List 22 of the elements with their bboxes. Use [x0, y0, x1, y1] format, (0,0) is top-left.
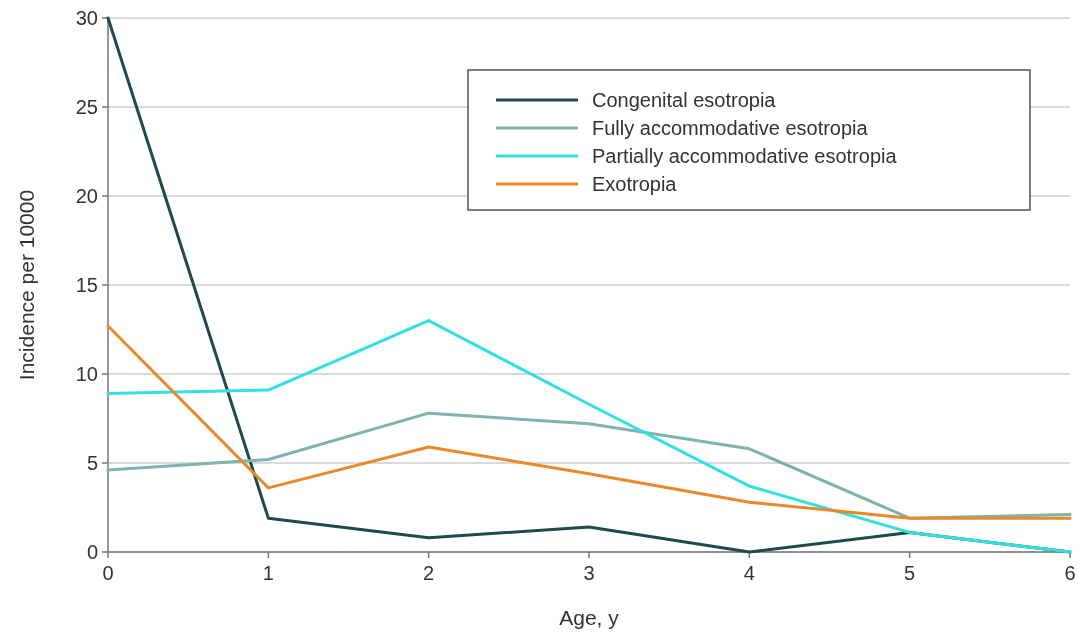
x-tick-label: 0: [102, 562, 114, 584]
x-tick-label: 2: [423, 562, 435, 584]
y-tick-label: 15: [75, 274, 98, 296]
y-tick-label: 0: [86, 541, 98, 563]
line-series: [106, 324, 1072, 520]
y-tick-label: 30: [75, 7, 98, 29]
y-axis-title: Incidence per 10000: [15, 189, 38, 381]
legend-label: Congenital esotropia: [592, 89, 777, 111]
y-tick-label: 20: [75, 185, 98, 207]
y-tick-label: 25: [75, 96, 98, 118]
legend-label: Fully accommodative esotropia: [592, 117, 869, 139]
x-tick-label: 4: [743, 562, 755, 584]
x-axis-title: Age, y: [559, 606, 620, 629]
line-series: [106, 411, 1072, 520]
y-tick-label: 10: [75, 363, 98, 385]
x-tick-label: 3: [583, 562, 595, 584]
y-tick-label: 5: [86, 452, 98, 474]
x-tick-label: 1: [262, 562, 274, 584]
legend-label: Exotropia: [592, 173, 678, 195]
legend-label: Partially accommodative esotropia: [592, 145, 898, 167]
x-tick-label: 5: [904, 562, 916, 584]
x-tick-label: 6: [1064, 562, 1076, 584]
